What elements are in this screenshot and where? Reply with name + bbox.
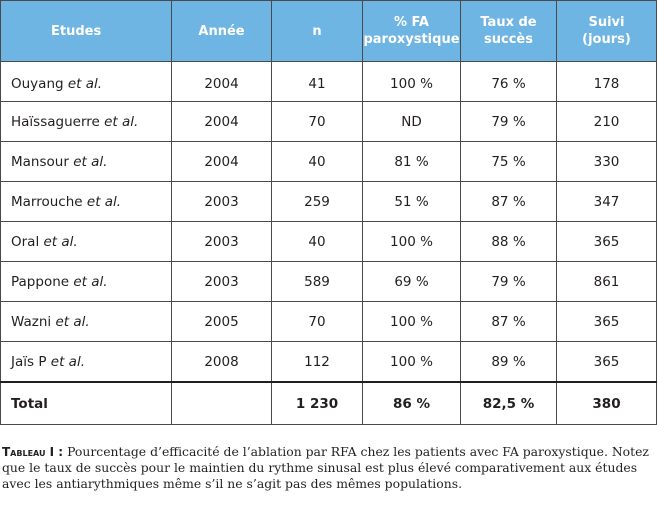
n-cell: 40 — [271, 141, 363, 182]
table-row: Jaïs P et al. 2008 112 100 % 89 % 365 — [0, 341, 657, 383]
header-etudes: Etudes — [0, 0, 172, 62]
study-cell: Ouyang et al. — [0, 61, 172, 102]
study-cell: Jaïs P et al. — [0, 341, 172, 383]
year-cell: 2003 — [171, 181, 272, 222]
rate-cell: 76 % — [460, 61, 557, 102]
study-name: Haïssaguerre — [11, 113, 100, 130]
header-n: n — [271, 0, 363, 62]
study-etal: et al. — [73, 273, 108, 290]
pct-cell: 69 % — [362, 261, 461, 302]
total-n-cell: 1 230 — [271, 381, 363, 425]
pct-cell: 51 % — [362, 181, 461, 222]
study-cell: Oral et al. — [0, 221, 172, 262]
table-row: Marrouche et al. 2003 259 51 % 87 % 347 — [0, 181, 657, 222]
study-name: Oral — [11, 233, 40, 250]
study-cell: Mansour et al. — [0, 141, 172, 182]
caption-text: Pourcentage d’efficacité de l’ablation p… — [2, 444, 649, 491]
total-followup-cell: 380 — [556, 381, 657, 425]
study-etal: et al. — [86, 193, 122, 210]
rate-cell: 89 % — [460, 341, 557, 383]
study-name: Ouyang — [11, 75, 64, 92]
study-name: Mansour — [11, 153, 69, 170]
pct-cell: 100 % — [362, 221, 461, 262]
total-year-cell — [171, 381, 272, 425]
table-row: Ouyang et al. 2004 41 100 % 76 % 178 — [0, 61, 657, 102]
total-row: Total 1 230 86 % 82,5 % 380 — [0, 381, 657, 425]
study-etal: et al. — [50, 353, 85, 370]
followup-cell: 330 — [556, 141, 657, 182]
study-cell: Pappone et al. — [0, 261, 172, 302]
table-row: Mansour et al. 2004 40 81 % 75 % 330 — [0, 141, 657, 182]
followup-cell: 347 — [556, 181, 657, 222]
study-etal: et al. — [67, 75, 103, 92]
table-row: Haïssaguerre et al. 2004 70 ND 79 % 210 — [0, 101, 657, 142]
total-label: Total — [0, 381, 172, 425]
year-cell: 2004 — [171, 101, 272, 142]
study-etal: et al. — [104, 113, 139, 130]
study-name: Marrouche — [11, 193, 83, 210]
header-row: Etudes Année n % FA paroxystique Taux de s… — [0, 0, 657, 62]
rate-cell: 75 % — [460, 141, 557, 182]
rate-cell: 79 % — [460, 261, 557, 302]
n-cell: 589 — [271, 261, 363, 302]
caption-label: Tableau I : — [2, 445, 64, 459]
year-cell: 2004 — [171, 141, 272, 182]
study-name: Wazni — [11, 313, 52, 330]
pct-cell: ND — [362, 101, 461, 142]
table-row: Oral et al. 2003 40 100 % 88 % 365 — [0, 221, 657, 262]
study-cell: Marrouche et al. — [0, 181, 172, 222]
n-cell: 41 — [271, 61, 363, 102]
followup-cell: 365 — [556, 301, 657, 342]
followup-cell: 178 — [556, 61, 657, 102]
rate-cell: 88 % — [460, 221, 557, 262]
study-etal: et al. — [73, 153, 108, 170]
n-cell: 259 — [271, 181, 363, 222]
study-name: Jaïs P — [11, 353, 47, 370]
header-suivi: Suivi (jours) — [556, 0, 657, 62]
followup-cell: 861 — [556, 261, 657, 302]
year-cell: 2004 — [171, 61, 272, 102]
pct-cell: 100 % — [362, 341, 461, 383]
study-cell: Wazni et al. — [0, 301, 172, 342]
rate-cell: 87 % — [460, 301, 557, 342]
year-cell: 2003 — [171, 261, 272, 302]
rate-cell: 87 % — [460, 181, 557, 222]
followup-cell: 365 — [556, 341, 657, 383]
total-rate-cell: 82,5 % — [460, 381, 557, 425]
study-cell: Haïssaguerre et al. — [0, 101, 172, 142]
rate-cell: 79 % — [460, 101, 557, 142]
followup-cell: 210 — [556, 101, 657, 142]
table-caption: Tableau I : Pourcentage d’efficacité de … — [2, 444, 654, 492]
pct-cell: 81 % — [362, 141, 461, 182]
study-name: Pappone — [11, 273, 70, 290]
n-cell: 70 — [271, 301, 363, 342]
n-cell: 70 — [271, 101, 363, 142]
header-annee: Année — [171, 0, 272, 62]
followup-cell: 365 — [556, 221, 657, 262]
table-row: Wazni et al. 2005 70 100 % 87 % 365 — [0, 301, 657, 342]
pct-cell: 100 % — [362, 301, 461, 342]
studies-table: Etudes Année n % FA paroxystique Taux de s… — [0, 0, 657, 425]
table-row: Pappone et al. 2003 589 69 % 79 % 861 — [0, 261, 657, 302]
header-taux: Taux de succès — [460, 0, 557, 62]
pct-cell: 100 % — [362, 61, 461, 102]
year-cell: 2005 — [171, 301, 272, 342]
n-cell: 112 — [271, 341, 363, 383]
header-pct-fa: % FA paroxystique — [362, 0, 461, 62]
study-etal: et al. — [43, 233, 78, 250]
total-pct-cell: 86 % — [362, 381, 461, 425]
year-cell: 2008 — [171, 341, 272, 383]
study-etal: et al. — [55, 313, 90, 330]
n-cell: 40 — [271, 221, 363, 262]
year-cell: 2003 — [171, 221, 272, 262]
